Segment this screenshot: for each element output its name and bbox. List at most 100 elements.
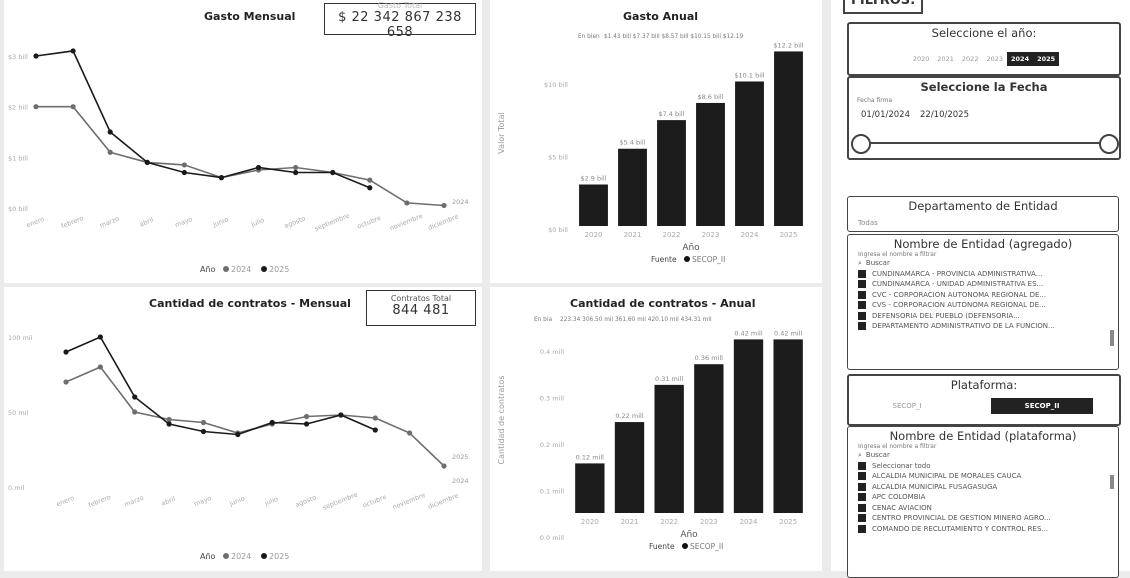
- x-tick-label: junio: [211, 215, 230, 229]
- checkbox-item[interactable]: DEPARTAMENTO ADMINISTRATIVO DE LA FUNCIO…: [858, 321, 1118, 332]
- bar-2023: [696, 102, 725, 226]
- gasto-mensual-panel: Gasto Mensual Gasto Total $ 22 342 867 2…: [4, 0, 482, 283]
- date-to-input[interactable]: 22/10/2025: [920, 110, 969, 120]
- gasto-mensual-title: Gasto Mensual: [204, 10, 296, 23]
- data-point-2024: [367, 177, 373, 183]
- data-point-2025: [269, 419, 275, 426]
- legend-marker: [682, 543, 688, 549]
- bar-2025: [774, 51, 803, 227]
- checkbox-icon: [858, 290, 866, 299]
- filters-header: FILTROS:: [843, 0, 924, 14]
- x-axis-title: Año: [680, 530, 698, 540]
- entidad-plataforma-list: Seleccionar todo ALCALDIA MUNICIPAL DE MO…: [858, 461, 1118, 535]
- contratos-total-kpi[interactable]: Contratos Total 844 481: [366, 290, 476, 326]
- x-tick-label: julio: [263, 495, 279, 508]
- bar-2022: [657, 120, 686, 226]
- date-slider-end-handle[interactable]: [1099, 134, 1119, 154]
- x-tick-label: abril: [138, 216, 155, 229]
- x-tick-label: 2020: [585, 231, 603, 239]
- departamento-dropdown[interactable]: Todas: [858, 219, 878, 227]
- x-tick-label: octubre: [356, 214, 382, 231]
- gasto-anual-chart[interactable]: $10 bill $5 bill $0 bill $2.9 bill 2020 $5.4 …: [490, 0, 822, 283]
- checkbox-item[interactable]: CENAC AVIACION: [858, 503, 1118, 514]
- bar-data-label: 0.22 mill: [615, 412, 643, 420]
- checkbox-label: DEFENSORIA DEL PUEBLO (DEFENSORIA...: [872, 311, 1020, 320]
- search-icon: ⌕: [858, 258, 862, 267]
- checkbox-item[interactable]: APC COLOMBIA: [858, 492, 1118, 503]
- y-tick-label: 0.1 mill: [540, 488, 564, 496]
- data-point-2025: [63, 349, 69, 355]
- year-option-2020[interactable]: 2020: [912, 55, 930, 63]
- year-option-2024[interactable]: 2024: [1007, 52, 1034, 66]
- bar-2023: [694, 364, 724, 513]
- x-tick-label: diciembre: [427, 212, 460, 232]
- year-option-2025[interactable]: 2025: [1033, 52, 1060, 66]
- bar-data-label: $12.2 bill: [773, 41, 803, 49]
- data-point-2024: [407, 430, 413, 436]
- checkbox-label: CUNDINAMARCA - PROVINCIA ADMINISTRATIVA.…: [872, 269, 1043, 278]
- checkbox-item[interactable]: CVC - CORPORACION AUTONOMA REGIONAL DE..…: [858, 290, 1118, 301]
- year-option-2022[interactable]: 2022: [961, 55, 979, 63]
- x-tick-label: julio: [249, 216, 265, 229]
- series-end-label: 2024: [452, 198, 469, 206]
- bar-data-label: 0.42 mill: [774, 329, 802, 337]
- checkbox-item[interactable]: ALCALDIA MUNICIPAL DE MORALES CAUCA: [858, 471, 1118, 482]
- legend-title: Fuente: [651, 255, 677, 264]
- data-point-2025: [181, 169, 187, 176]
- checkbox-icon: [858, 482, 866, 491]
- kpi-value: 844 481: [392, 303, 450, 318]
- entidad-agregado-filter: Nombre de Entidad (agregado) Ingresa el …: [847, 234, 1119, 370]
- date-slider[interactable]: [859, 142, 1109, 144]
- legend-item-2025: 2025: [269, 265, 289, 274]
- bar-data-label: $5.4 bill: [619, 139, 645, 147]
- scrollbar[interactable]: [1110, 475, 1114, 489]
- entidad-plataforma-search[interactable]: ⌕ Buscar: [858, 450, 1118, 461]
- filters-panel: FILTROS: Seleccione el año: 2020 2021 2022…: [831, 0, 1130, 578]
- gasto-mensual-chart[interactable]: $3 bill $2 bill $1 bill $0 bill enero febrero…: [4, 0, 482, 283]
- entidad-agregado-hint: Ingresa el nombre a filtrar: [858, 251, 937, 258]
- legend-item: SECOP_II: [690, 542, 723, 551]
- y-tick-label: $10 bill: [544, 81, 568, 89]
- data-point-2025: [200, 428, 207, 435]
- x-tick-label: noviembre: [389, 212, 424, 232]
- x-tick-label: abril: [160, 495, 177, 508]
- legend-marker-2024: [223, 553, 229, 559]
- checkbox-item[interactable]: CENTRO PROVINCIAL DE GESTION MINERO AGRO…: [858, 513, 1118, 524]
- plataforma-option-secop-ii[interactable]: SECOP_II: [990, 398, 1094, 414]
- y-tick-label: 0.4 mill: [540, 348, 564, 356]
- bar-data-label: 0.31 mill: [655, 375, 683, 383]
- legend-title: Año: [200, 265, 216, 274]
- year-option-2023[interactable]: 2023: [986, 55, 1003, 63]
- legend-marker-2025: [261, 266, 267, 272]
- y-tick-label: $5 bill: [548, 154, 568, 162]
- legend-marker-2024: [223, 266, 229, 272]
- bar-data-label: 0.42 mill: [734, 329, 762, 337]
- data-point-2025: [372, 427, 378, 433]
- entidad-agregado-search[interactable]: ⌕ Buscar: [858, 258, 1118, 269]
- checkbox-item[interactable]: ALCALDIA MUNICIPAL FUSAGASUGA: [858, 482, 1118, 493]
- entidad-agregado-title: Nombre de Entidad (agregado): [893, 237, 1073, 251]
- checkbox-item[interactable]: CVS - CORPORACION AUTONOMA REGIONAL DE..…: [858, 300, 1118, 311]
- year-option-2021[interactable]: 2021: [937, 55, 954, 63]
- checkbox-item[interactable]: CUNDINAMARCA - UNIDAD ADMINISTRATIVA ES.…: [858, 279, 1118, 290]
- data-point-2024: [70, 104, 76, 110]
- checkbox-item[interactable]: DEFENSORIA DEL PUEBLO (DEFENSORIA...: [858, 311, 1118, 322]
- data-point-2024: [293, 164, 299, 171]
- bar-2021: [614, 422, 645, 513]
- contratos-anual-title: Cantidad de contratos - Anual: [570, 297, 756, 310]
- plataforma-filter: Plataforma: SECOP_I SECOP_II: [847, 374, 1121, 426]
- bar-2020: [579, 184, 608, 226]
- year-options: 2020 2021 2022 2023 2024 2025: [849, 46, 1119, 66]
- plataforma-option-secop-i[interactable]: SECOP_I: [892, 402, 922, 410]
- checkbox-item[interactable]: CUNDINAMARCA - PROVINCIA ADMINISTRATIVA.…: [858, 269, 1118, 280]
- date-slider-start-handle[interactable]: [851, 134, 871, 154]
- scrollbar[interactable]: [1110, 330, 1114, 346]
- date-filter-title: Seleccione la Fecha: [920, 80, 1048, 94]
- gasto-total-kpi[interactable]: Gasto Total $ 22 342 867 238 658: [324, 1, 476, 40]
- checkbox-item[interactable]: Seleccionar todo: [858, 461, 1118, 472]
- checkbox-item[interactable]: COMANDO DE RECLUTAMIENTO Y CONTROL RES..…: [858, 524, 1118, 535]
- date-from-input[interactable]: 01/01/2024: [861, 110, 910, 120]
- contratos-mensual-chart[interactable]: 100 mil 50 mil 0 mil enero febrero marzo abril…: [4, 287, 482, 571]
- contratos-anual-chart[interactable]: 0.4 mill 0.3 mill 0.2 mill 0.1 mill 0.0 mill…: [490, 287, 822, 571]
- data-point-2024: [441, 463, 447, 469]
